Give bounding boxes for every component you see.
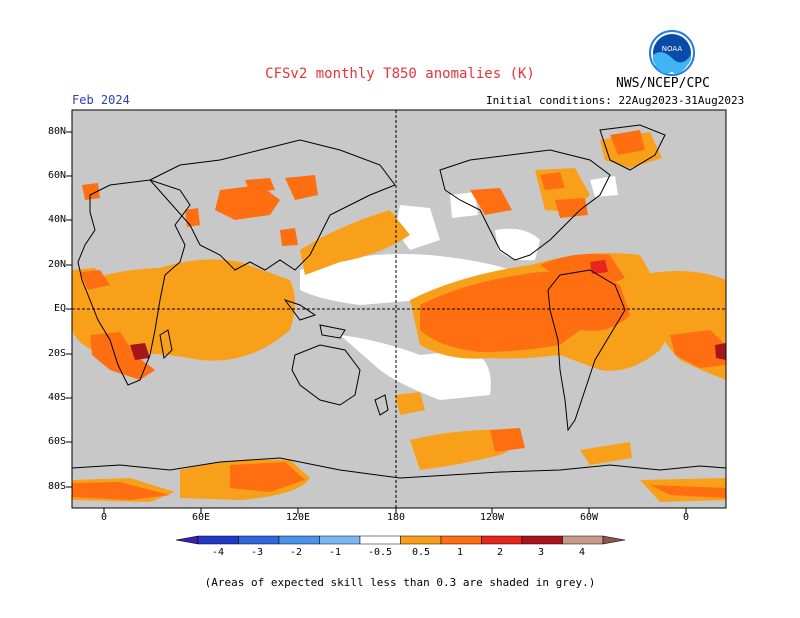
- colorbar-segment: [319, 535, 361, 545]
- lat-tick: 60N: [47, 170, 66, 181]
- colorbar-segment: [481, 535, 523, 545]
- colorbar-segment: [400, 535, 442, 545]
- colorbar-label: -4: [211, 547, 225, 558]
- colorbar-segment: [521, 535, 563, 545]
- org-label: NWS/NCEP/CPC: [616, 76, 710, 91]
- lat-tick: EQ: [53, 303, 66, 314]
- colorbar-label: 2: [496, 547, 504, 558]
- initial-conditions: Initial conditions: 22Aug2023-31Aug2023: [486, 94, 745, 107]
- lat-tick: 40N: [47, 214, 66, 225]
- valid-month: Feb 2024: [72, 93, 130, 107]
- colorbar-label: -2: [289, 547, 303, 558]
- svg-text:NOAA: NOAA: [662, 45, 683, 53]
- lat-tick: 60S: [47, 436, 66, 447]
- lon-tick: 180: [386, 512, 406, 523]
- footnote: (Areas of expected skill less than 0.3 a…: [204, 576, 596, 589]
- colorbar-segment: [175, 535, 199, 545]
- colorbar-segment: [359, 535, 401, 545]
- anomaly-shading: [72, 130, 726, 502]
- colorbar-label: 0.5: [411, 547, 431, 558]
- coastlines: [72, 124, 726, 479]
- colorbar-label: -3: [250, 547, 264, 558]
- tick-marks: [66, 131, 687, 514]
- lat-tick: 20N: [47, 259, 66, 270]
- colorbar-label: 1: [456, 547, 464, 558]
- colorbar-segment: [440, 535, 482, 545]
- colorbar-label: -0.5: [367, 547, 393, 558]
- colorbar-label: -1: [328, 547, 342, 558]
- lon-tick: 0: [100, 512, 108, 523]
- colorbar-segment: [278, 535, 320, 545]
- lon-tick: 60E: [191, 512, 211, 523]
- lat-tick: 40S: [47, 392, 66, 403]
- chart-title: CFSv2 monthly T850 anomalies (K): [265, 66, 535, 82]
- colorbar-label: 3: [537, 547, 545, 558]
- lat-tick: 20S: [47, 348, 66, 359]
- colorbar-segment: [197, 535, 239, 545]
- lat-tick: 80S: [47, 481, 66, 492]
- lon-tick: 120E: [285, 512, 311, 523]
- lon-tick: 0: [682, 512, 690, 523]
- colorbar-segment: [562, 535, 604, 545]
- colorbar-segment: [238, 535, 280, 545]
- lon-tick: 60W: [579, 512, 599, 523]
- lon-tick: 120W: [479, 512, 505, 523]
- lat-tick: 80N: [47, 126, 66, 137]
- colorbar-segment: [602, 535, 626, 545]
- colorbar-label: 4: [578, 547, 586, 558]
